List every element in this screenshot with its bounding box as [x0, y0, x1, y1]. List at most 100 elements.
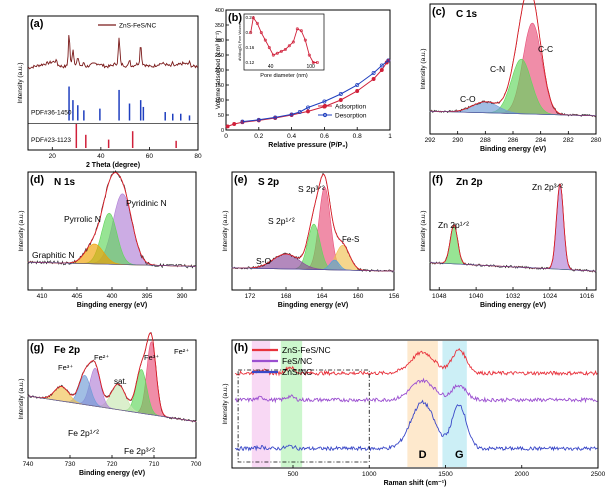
- bet-inset-point: [271, 53, 275, 57]
- xps-e-annotation: S 2p¹ᐟ²: [268, 216, 295, 226]
- xps-c-xtick-label: 280: [591, 137, 602, 144]
- bet-ytick-label: 250: [215, 53, 224, 59]
- xps-d-title: N 1s: [54, 177, 76, 188]
- xps-g-panel-label: (g): [30, 342, 44, 354]
- xps-c-baseline: [429, 111, 597, 117]
- xps-f-ylabel: Intensity (a.u.): [420, 210, 427, 251]
- bet-xtick-label: 0.4: [287, 133, 296, 140]
- bet-inset-point: [249, 31, 253, 35]
- bet-point: [355, 83, 360, 87]
- xrd-xtick-label: 60: [146, 153, 154, 160]
- bet-inset-point: [287, 44, 291, 48]
- bet-xtick-label: 0: [224, 133, 228, 140]
- bet-inset-point: [303, 38, 307, 42]
- raman-xtick-label: 2500: [591, 471, 606, 478]
- raman-highlight-band: [407, 341, 438, 467]
- bet-point: [322, 99, 327, 104]
- bet-xtick-label: 1: [388, 133, 392, 140]
- xps-f-xtick-label: 1024: [543, 293, 558, 300]
- bet-inset-ytick-label: 0.2: [246, 30, 253, 35]
- bet-inset-point: [251, 16, 255, 20]
- raman-xtick-label: 1500: [438, 471, 453, 478]
- xps-g-xtick-label: 740: [23, 461, 34, 468]
- xps-g-xlabel: Binding energy (eV): [79, 470, 145, 477]
- xrd-xtick-label: 40: [97, 153, 105, 160]
- xps-c-peak-fill: [429, 58, 597, 117]
- raman-legend-label: FeS/NC: [282, 356, 312, 366]
- bet-inset-point: [267, 46, 271, 50]
- xps-e-annotation: S-O: [256, 256, 272, 266]
- xps-f-title: Zn 2p: [456, 177, 483, 188]
- xps-g-xtick-label: 700: [191, 461, 202, 468]
- xps-g-annotation: Fe 2p³ᐟ²: [124, 446, 155, 456]
- raman-xlabel: Raman shift (cm⁻¹): [384, 480, 447, 487]
- bet-legend-marker: [322, 112, 328, 118]
- xps-e-title: S 2p: [258, 177, 279, 188]
- xps-c-xtick-label: 282: [563, 137, 574, 144]
- bet-inset-point: [263, 38, 267, 42]
- bet-point: [306, 105, 310, 110]
- xps-c-frame: [429, 3, 597, 135]
- bet-point: [289, 112, 294, 117]
- bet-point: [306, 109, 310, 114]
- xps-g-xtick-label: 730: [65, 461, 76, 468]
- bet-inset-point: [283, 47, 287, 51]
- bet-point: [225, 124, 230, 129]
- xps-f-baseline: [429, 262, 597, 272]
- xps-e-panel-label: (e): [234, 174, 248, 186]
- xps-g-annotation: Fe³⁺: [144, 353, 159, 362]
- xps-g-xtick-label: 710: [149, 461, 160, 468]
- bet-point: [386, 58, 391, 63]
- bet-xtick-label: 0.6: [320, 133, 329, 140]
- bet-inset-point: [279, 49, 283, 53]
- xrd-frame: [27, 15, 199, 151]
- xps-c-xtick-label: 286: [508, 137, 519, 144]
- bet-inset-point: [307, 53, 311, 57]
- xps-g-annotation: sat.: [114, 377, 127, 386]
- xrd-xtick-label: 80: [194, 153, 202, 160]
- xps-e-ylabel: Intensity (a.u.): [222, 210, 229, 251]
- xps-g-title: Fe 2p: [54, 345, 80, 356]
- xps-d-xtick-label: 395: [142, 293, 153, 300]
- bet-series-line: [227, 60, 389, 127]
- xps-f-xlabel: Binding energy (eV): [480, 302, 546, 309]
- xps-c-ylabel: Intensity (a.u.): [420, 48, 427, 89]
- xps-e-baseline: [231, 267, 395, 272]
- xps-d-panel-label: (d): [30, 174, 44, 186]
- xps-e-annotation: Fe-S: [342, 235, 359, 244]
- raman-ylabel: Intensity (a.u.): [222, 383, 229, 424]
- bet-inset-point: [315, 61, 319, 65]
- bet-inset-ytick-label: 0.12: [246, 60, 255, 65]
- xps-c-annotation: C-O: [460, 94, 476, 104]
- xps-f-xtick-label: 1040: [469, 293, 484, 300]
- raman-xtick-label: 2000: [515, 471, 530, 478]
- xps-g-ylabel: Intensity (a.u.): [18, 378, 25, 419]
- xps-c-xtick-label: 292: [425, 137, 436, 144]
- xps-e-xtick-label: 156: [389, 293, 400, 300]
- bet-point: [371, 77, 376, 81]
- xrd-series-line: [27, 35, 199, 70]
- xps-g-annotation: Fe²⁺: [94, 353, 109, 362]
- bet-point: [338, 98, 343, 102]
- bet-ytick-label: 400: [215, 8, 224, 14]
- xps-f-xtick-label: 1048: [432, 293, 447, 300]
- xps-d-xtick-label: 400: [107, 293, 118, 300]
- bet-ytick-label: 100: [215, 98, 224, 104]
- bet-legend-label: Adsorption: [335, 104, 366, 111]
- xps-f-annotation: Zn 2p³ᐟ²: [532, 182, 563, 192]
- bet-ylabel: Volume adsorbed (cm³ g⁻¹): [215, 31, 222, 110]
- bet-inset-ylabel: dV/dlog(D) Pore Volume: [238, 23, 242, 61]
- xrd-ylabel: Intensity (a.u.): [17, 62, 24, 103]
- xps-c-xtick-label: 290: [452, 137, 463, 144]
- xps-d-annotation: Graphitic N: [32, 250, 75, 260]
- xps-g-annotation: Fe²⁺: [174, 347, 189, 356]
- bet-point: [273, 115, 278, 120]
- xps-c-xlabel: Binding energy (eV): [480, 146, 546, 153]
- bet-inset-ytick-label: 0.24: [246, 15, 255, 20]
- bet-inset-point: [311, 61, 315, 65]
- xrd-ref-label: PDF#23-1123: [31, 137, 71, 144]
- xps-e-xtick-label: 160: [353, 293, 364, 300]
- xps-c-xtick-label: 284: [535, 137, 546, 144]
- xps-f-panel-label: (f): [432, 174, 443, 186]
- bet-legend-marker: [322, 103, 328, 109]
